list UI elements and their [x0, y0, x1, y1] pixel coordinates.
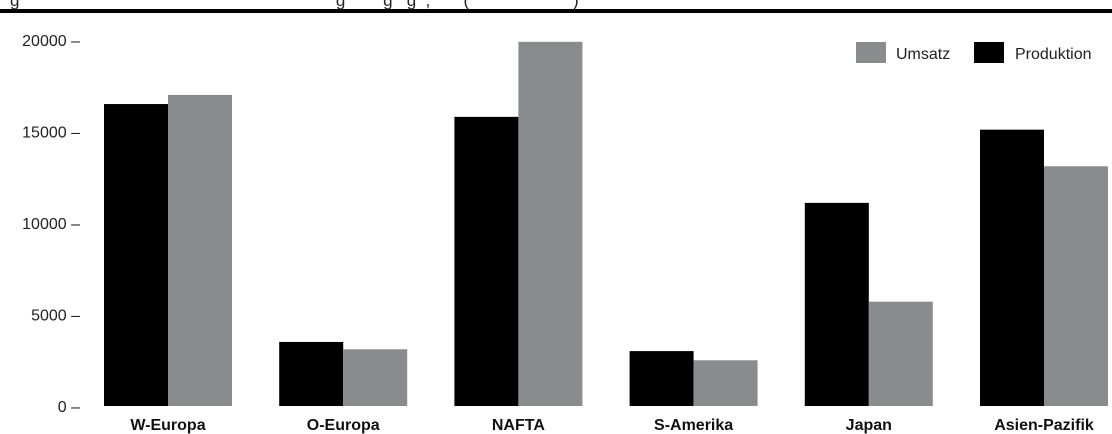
bar-produktion-o-europa	[279, 341, 344, 406]
x-category-label: S-Amerika	[654, 417, 733, 434]
bar-umsatz-nafta	[518, 41, 583, 407]
y-tick-label: 0 –	[58, 399, 80, 416]
bar-umsatz-s-amerika	[693, 360, 758, 406]
legend-swatch-produktion	[974, 42, 1004, 63]
bar-produktion-s-amerika	[629, 351, 694, 406]
y-axis: 0 – 5000 – 10000 – 15000 – 20000 –	[22, 33, 80, 416]
chart-title-cut: g g g g , ( )	[10, 0, 579, 10]
bar-umsatz-w-europa	[168, 94, 232, 407]
x-category-label: Japan	[846, 417, 892, 434]
legend-label-produktion: Produktion	[1015, 46, 1092, 63]
bar-produktion-w-europa	[104, 104, 168, 407]
bar-produktion-nafta	[454, 116, 519, 407]
y-tick-label: 5000 –	[31, 308, 80, 325]
legend-label-umsatz: Umsatz	[896, 46, 950, 63]
legend: Umsatz Produktion	[856, 42, 1092, 63]
x-category-label: O-Europa	[307, 417, 380, 434]
bar-umsatz-japan	[868, 301, 933, 406]
y-tick-label: 20000 –	[22, 33, 80, 50]
bar-umsatz-o-europa	[343, 349, 408, 406]
bars	[104, 41, 1108, 407]
bar-produktion-japan	[804, 202, 869, 406]
top-rule	[0, 9, 1112, 13]
y-tick-label: 10000 –	[22, 216, 80, 233]
x-category-label: W-Europa	[130, 417, 205, 434]
bar-produktion-asien-pazifik	[980, 129, 1044, 407]
x-category-label: Asien-Pazifik	[994, 417, 1094, 434]
bar-umsatz-asien-pazifik	[1044, 166, 1108, 406]
legend-swatch-umsatz	[856, 42, 886, 63]
x-category-label: NAFTA	[492, 417, 545, 434]
x-axis: W-Europa O-Europa NAFTA S-Amerika Japan Asien…	[130, 417, 1094, 434]
y-tick-label: 15000 –	[22, 125, 80, 142]
